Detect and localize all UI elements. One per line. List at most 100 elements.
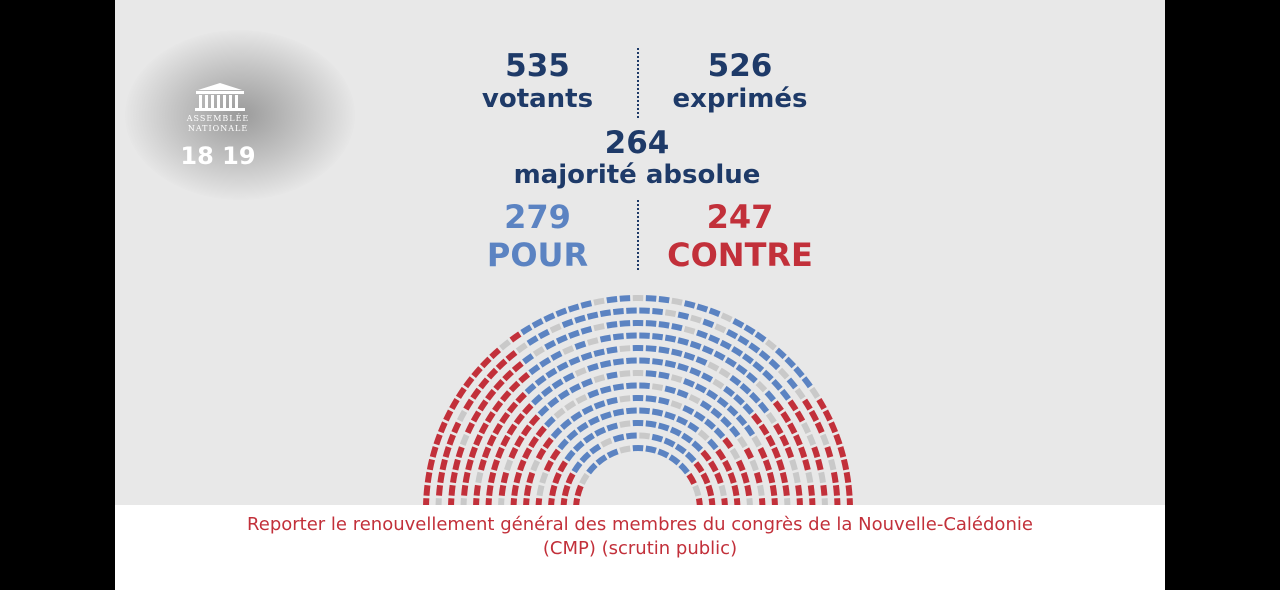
seat — [451, 421, 462, 434]
seat — [811, 446, 821, 459]
seat — [779, 434, 790, 447]
seat — [560, 497, 568, 505]
seat — [593, 323, 605, 332]
seat — [754, 331, 767, 343]
seat — [765, 411, 777, 424]
seat — [745, 372, 758, 384]
seat — [518, 372, 531, 384]
seat — [708, 307, 721, 318]
seat — [461, 484, 469, 496]
seat — [677, 337, 690, 346]
seat — [676, 415, 689, 426]
seat — [697, 429, 710, 441]
seat — [565, 472, 576, 485]
seat — [774, 347, 787, 360]
seat — [724, 356, 737, 368]
seat — [459, 433, 470, 446]
seat — [808, 409, 820, 422]
seat — [757, 447, 768, 460]
seat — [769, 484, 778, 497]
seat — [544, 339, 557, 351]
seat — [499, 339, 512, 351]
seat — [758, 423, 770, 436]
seat — [701, 345, 714, 355]
seat — [429, 446, 439, 458]
seat — [758, 350, 771, 362]
seat — [741, 353, 754, 365]
seat — [693, 461, 705, 474]
seat — [822, 409, 833, 422]
seat — [532, 346, 545, 357]
seat — [587, 389, 600, 399]
seat — [463, 398, 474, 411]
seat — [720, 416, 732, 428]
seat — [452, 458, 461, 471]
exprimes-number: 526 — [707, 48, 773, 84]
seat — [782, 484, 790, 496]
seat — [581, 404, 594, 415]
seat — [478, 422, 489, 435]
seat — [824, 446, 834, 458]
votants-label: votants — [481, 84, 594, 114]
seat — [606, 296, 618, 304]
seat — [506, 401, 519, 414]
seat — [499, 411, 511, 424]
seat — [718, 367, 731, 379]
seat — [450, 471, 458, 484]
seat — [573, 497, 581, 505]
seat — [764, 390, 776, 403]
seat — [528, 414, 541, 427]
seat — [705, 484, 715, 497]
seat — [473, 484, 481, 496]
seat — [779, 471, 788, 484]
seat — [845, 484, 853, 496]
seat — [561, 318, 574, 328]
seat — [768, 358, 781, 371]
seat — [553, 407, 566, 419]
seat — [625, 407, 637, 415]
seat — [606, 422, 619, 432]
seat — [828, 421, 838, 434]
seat — [599, 385, 612, 395]
seat — [593, 400, 606, 410]
seat — [714, 323, 727, 334]
seat — [701, 372, 714, 383]
seat — [555, 307, 568, 318]
hemicycle — [423, 294, 853, 505]
majorite-label: majorité absolue — [513, 160, 761, 190]
seat — [536, 484, 545, 497]
seat — [594, 426, 607, 437]
seat — [478, 459, 487, 471]
seat — [424, 471, 433, 484]
seat — [619, 395, 631, 403]
seat — [722, 437, 734, 450]
seat — [550, 350, 563, 361]
seat — [757, 401, 770, 414]
seat — [776, 459, 785, 471]
seat — [664, 334, 677, 343]
seat — [793, 366, 805, 378]
votants-number: 535 — [505, 48, 570, 84]
seat — [574, 367, 587, 377]
seat — [739, 383, 752, 395]
seat — [606, 396, 618, 406]
seat — [528, 436, 539, 449]
seat — [684, 451, 697, 464]
seat — [535, 425, 547, 438]
seat — [580, 300, 593, 309]
seat — [593, 348, 605, 357]
seat — [645, 345, 657, 353]
seat — [557, 438, 569, 451]
seat — [599, 360, 612, 369]
seat — [652, 333, 664, 341]
seat — [478, 377, 490, 390]
seat — [671, 323, 683, 332]
seat — [726, 405, 739, 417]
majorite-number: 264 — [604, 125, 670, 161]
seat — [708, 497, 716, 505]
seat — [600, 411, 612, 421]
seat — [795, 484, 803, 496]
seat — [677, 311, 690, 320]
seat — [619, 320, 631, 327]
seat — [732, 318, 745, 329]
